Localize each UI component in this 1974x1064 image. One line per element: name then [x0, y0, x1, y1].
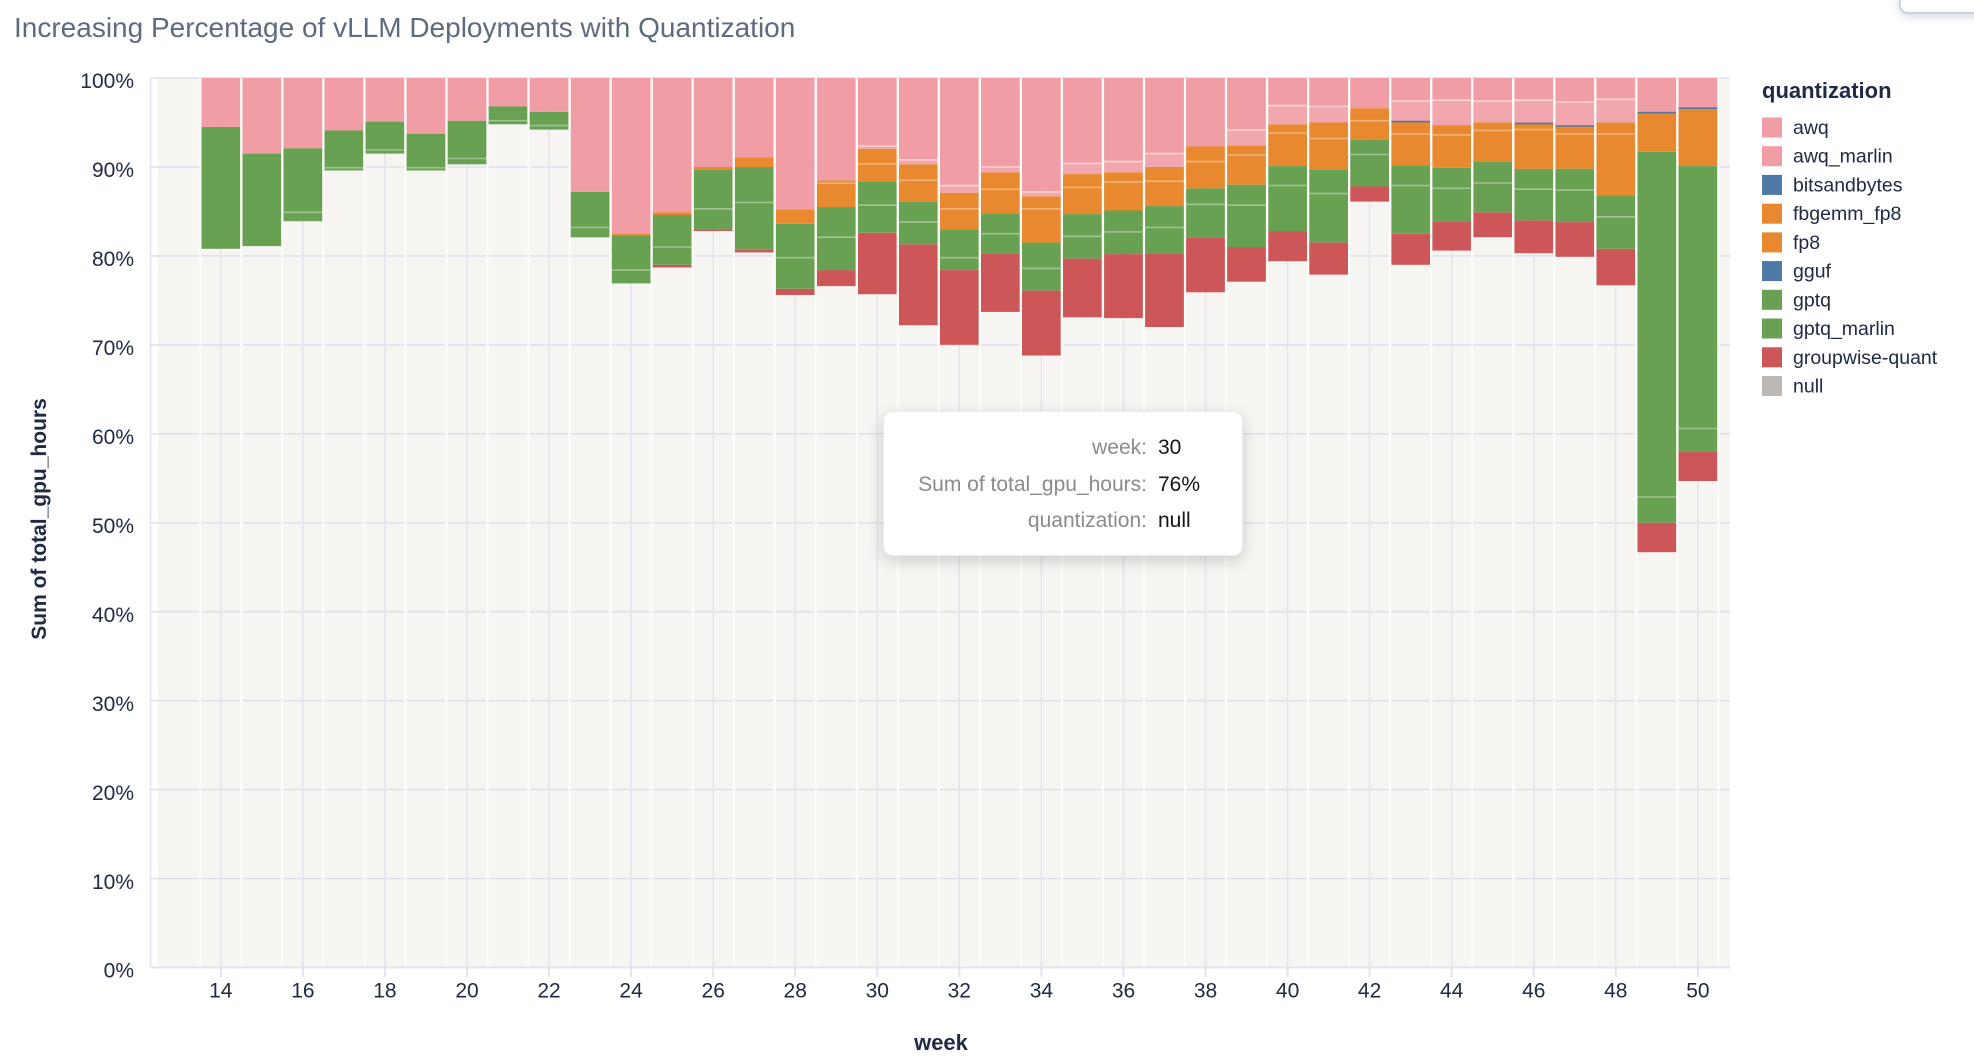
svg-text:90%: 90%	[92, 159, 134, 182]
svg-text:20%: 20%	[92, 782, 134, 805]
svg-text:26: 26	[702, 980, 725, 1003]
svg-text:0%: 0%	[104, 960, 134, 983]
svg-text:fp8: fp8	[1793, 232, 1820, 254]
svg-text:24: 24	[619, 980, 643, 1003]
svg-text:48: 48	[1604, 980, 1627, 1003]
svg-text:60%: 60%	[92, 426, 134, 449]
svg-text:gptq_marlin: gptq_marlin	[1793, 318, 1895, 340]
svg-text:fbgemm_fp8: fbgemm_fp8	[1793, 203, 1901, 225]
svg-text:groupwise-quant: groupwise-quant	[1793, 347, 1938, 369]
svg-text:50: 50	[1686, 980, 1709, 1003]
svg-text:null: null	[1793, 376, 1823, 398]
svg-text:42: 42	[1358, 980, 1381, 1003]
svg-text:10%: 10%	[92, 871, 134, 894]
svg-text:Sum of total_gpu_hours: Sum of total_gpu_hours	[28, 398, 51, 640]
svg-text:gptq: gptq	[1793, 289, 1831, 311]
svg-text:bitsandbytes: bitsandbytes	[1793, 174, 1903, 196]
svg-text:30: 30	[866, 980, 889, 1003]
svg-text:40: 40	[1276, 980, 1299, 1003]
svg-text:awq: awq	[1793, 117, 1829, 139]
svg-text:38: 38	[1194, 980, 1217, 1003]
svg-text:50%: 50%	[92, 515, 134, 538]
svg-text:34: 34	[1030, 980, 1054, 1003]
svg-text:44: 44	[1440, 980, 1464, 1003]
svg-text:36: 36	[1112, 980, 1135, 1003]
svg-text:awq_marlin: awq_marlin	[1793, 146, 1893, 168]
svg-text:40%: 40%	[92, 604, 134, 627]
svg-text:quantization: quantization	[1762, 78, 1892, 103]
svg-text:22: 22	[537, 980, 560, 1003]
svg-text:18: 18	[373, 980, 396, 1003]
svg-text:gguf: gguf	[1793, 261, 1832, 283]
svg-text:46: 46	[1522, 980, 1545, 1003]
svg-text:70%: 70%	[92, 337, 134, 360]
svg-text:30%: 30%	[92, 693, 134, 716]
svg-text:32: 32	[948, 980, 971, 1003]
svg-text:14: 14	[209, 980, 233, 1003]
svg-text:28: 28	[784, 980, 807, 1003]
svg-text:week: week	[913, 1030, 969, 1055]
svg-text:20: 20	[455, 980, 478, 1003]
svg-text:80%: 80%	[92, 248, 134, 271]
svg-text:100%: 100%	[80, 70, 134, 93]
svg-text:16: 16	[291, 980, 314, 1003]
